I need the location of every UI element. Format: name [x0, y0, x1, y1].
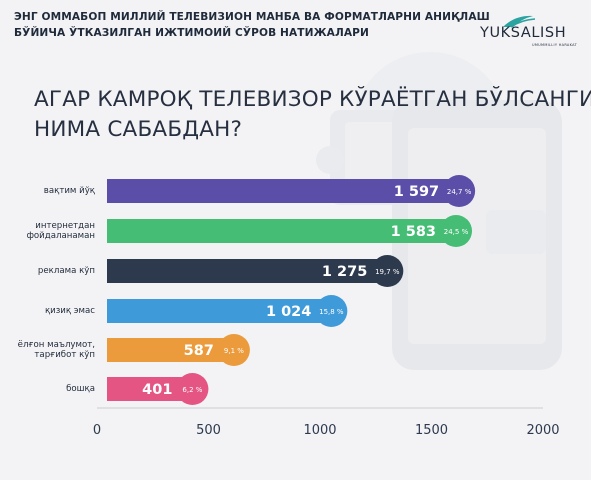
- x-tick-label: 500: [196, 423, 221, 438]
- bar: [107, 259, 382, 283]
- logo-tagline: UMUMMILLIY HARAKAT: [532, 43, 578, 47]
- percent-bubble: [371, 255, 404, 287]
- data-percent-label: 19,7 %: [375, 268, 400, 276]
- bar: [107, 179, 454, 203]
- data-value-label: 1 275: [322, 264, 367, 280]
- data-value-label: 401: [142, 382, 172, 398]
- data-value-label: 1 597: [394, 184, 439, 200]
- x-tick-label: 0: [93, 423, 101, 438]
- chart-title: АГАР КАМРОҚ ТЕЛЕВИЗОР КЎРАЁТГАН БЎЛСАНГИ…: [34, 85, 591, 145]
- category-label: ёлғон маълумот, тарғибот кўп: [17, 340, 95, 360]
- data-value-label: 1 024: [266, 304, 311, 320]
- percent-bubble: [176, 373, 209, 405]
- data-percent-label: 6,2 %: [182, 386, 202, 394]
- data-value-label: 587: [184, 343, 214, 359]
- data-value-label: 1 583: [391, 224, 436, 240]
- subtitle-line-1: ЭНГ ОММАБОП МИЛЛИЙ ТЕЛЕВИЗИОН МАНБА ВА Ф…: [14, 11, 490, 23]
- data-percent-label: 15,8 %: [319, 308, 344, 316]
- bar: [107, 377, 187, 401]
- category-label: вақтим йўқ: [43, 186, 95, 196]
- percent-bubble: [443, 175, 476, 207]
- percent-bubble: [217, 334, 250, 366]
- logo-swoosh-icon: [503, 15, 536, 28]
- category-label: бошқа: [66, 384, 95, 394]
- x-tick-label: 1000: [303, 423, 336, 438]
- subtitle-line-2: БЎЙИЧА ЎТКАЗИЛГАН ИЖТИМОИЙ СЎРОВ НАТИЖАЛ…: [14, 27, 369, 39]
- x-tick-label: 1500: [415, 423, 448, 438]
- data-percent-label: 9,1 %: [224, 347, 244, 355]
- bar: [107, 338, 228, 362]
- bar: [107, 299, 326, 323]
- category-label: реклама кўп: [37, 266, 95, 276]
- percent-bubble: [315, 295, 348, 327]
- yuksalish-logo: YUKSALISH UMUMMILLIY HARAKAT: [478, 13, 578, 49]
- x-tick-label: 2000: [526, 423, 559, 438]
- category-label: қизиқ эмас: [44, 306, 95, 316]
- percent-bubble: [440, 215, 473, 247]
- data-percent-label: 24,5 %: [444, 228, 469, 236]
- chart-title-line-1: АГАР КАМРОҚ ТЕЛЕВИЗОР КЎРАЁТГАН БЎЛСАНГИ…: [34, 87, 591, 112]
- data-percent-label: 24,7 %: [447, 188, 472, 196]
- chart-title-line-2: НИМА САБАБДАН?: [34, 117, 243, 142]
- logo-text: YUKSALISH: [480, 25, 567, 41]
- category-label: интернетдан фойдаланаман: [26, 221, 95, 241]
- survey-subtitle: ЭНГ ОММАБОП МИЛЛИЙ ТЕЛЕВИЗИОН МАНБА ВА Ф…: [14, 9, 490, 41]
- bar: [107, 219, 451, 243]
